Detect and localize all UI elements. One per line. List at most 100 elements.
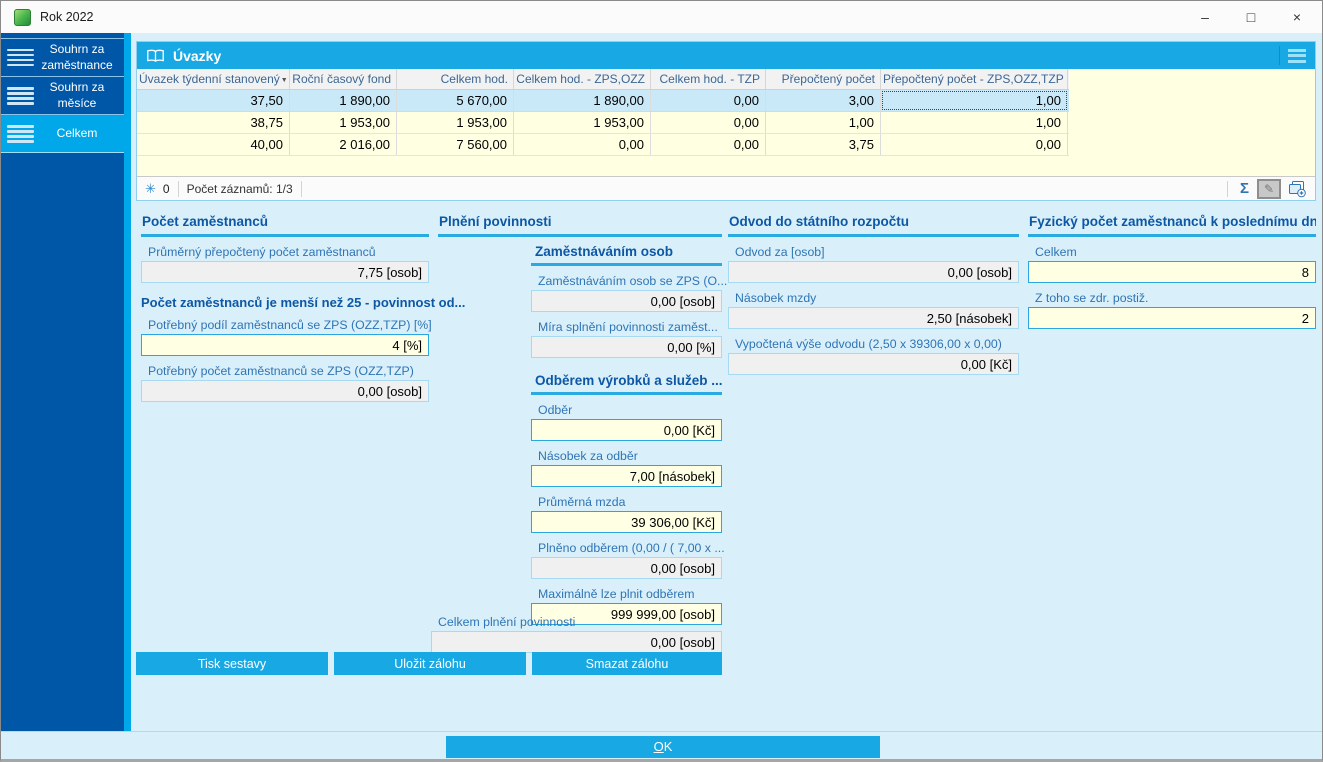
vypoctena-vyse-field: 0,00 [Kč] [728, 353, 1019, 375]
table-cell[interactable]: 1 953,00 [514, 112, 651, 133]
field-label: Plněno odběrem (0,00 / ( 7,00 x ... [538, 541, 725, 555]
smazat-zalohu-button[interactable]: Smazat zálohu [532, 652, 722, 675]
divider [1226, 180, 1228, 197]
celkem-plneni-field: 0,00 [osob] [431, 631, 722, 653]
table-cell[interactable]: 40,00 [137, 134, 290, 155]
table-row[interactable]: 40,00 2 016,00 7 560,00 0,00 0,00 3,75 0… [137, 134, 1069, 156]
pencil-icon: ✎ [1263, 181, 1275, 196]
table-cell[interactable]: 38,75 [137, 112, 290, 133]
table-cell[interactable]: 0,00 [881, 134, 1068, 155]
maximalne-odberem-field[interactable]: 999 999,00 [osob] [531, 603, 722, 625]
nasobek-za-odber-field[interactable]: 7,00 [násobek] [531, 465, 722, 487]
fyzicky-celkem-field[interactable]: 8 [1028, 261, 1316, 283]
field-label: Z toho se zdr. postiž. [1035, 291, 1149, 305]
field-label: Celkem plnění povinnosti [438, 615, 576, 629]
sidebar: Souhrn za zaměstnance Souhrn za měsíce C… [1, 33, 131, 732]
potrebny-pocet-field: 0,00 [osob] [141, 380, 429, 402]
app-icon [14, 8, 31, 26]
mira-splneni-field: 0,00 [%] [531, 336, 722, 358]
plneno-odberem-field: 0,00 [osob] [531, 557, 722, 579]
ok-button[interactable]: OK [446, 736, 880, 758]
column-header[interactable]: Přepočtený počet - ZPS,OZZ,TZP [881, 69, 1068, 89]
panel-title: Úvazky [173, 47, 222, 64]
copy-add-icon[interactable] [1287, 180, 1307, 198]
table-cell[interactable]: 1 890,00 [514, 90, 651, 111]
section-title: Fyzický počet zaměstnanců k poslednímu d… [1028, 213, 1316, 237]
subsection-title: Zaměstnáváním osob [531, 243, 722, 266]
table-cell[interactable]: 3,75 [766, 134, 881, 155]
table-cell[interactable]: 5 670,00 [397, 90, 514, 111]
field-label: Vypočtená výše odvodu (2,50 x 39306,00 x… [735, 337, 1002, 351]
column-header[interactable]: Celkem hod. - TZP [651, 69, 766, 89]
celkem-plneni-group: Celkem plnění povinnosti 0,00 [osob] [431, 607, 722, 653]
titlebar: Rok 2022 – □ × [1, 1, 1322, 33]
column-header[interactable]: Celkem hod. - ZPS,OZZ [514, 69, 651, 89]
tisk-sestavy-button[interactable]: Tisk sestavy [136, 652, 328, 675]
plneni-subcolumn: Zaměstnáváním osob Zaměstnáváním osob se… [531, 243, 727, 625]
section-pocet-zamestnancu: Počet zaměstnanců Průměrný přepočtený po… [141, 213, 466, 402]
table-cell[interactable]: 37,50 [137, 90, 290, 111]
book-icon [146, 49, 165, 63]
table-cell[interactable]: 1 953,00 [397, 112, 514, 133]
zdr-postiz-field[interactable]: 2 [1028, 307, 1316, 329]
field-label: Celkem [1035, 245, 1077, 259]
column-header[interactable]: Roční časový fond [290, 69, 397, 89]
sidebar-item-souhrn-za-zamestnance[interactable]: Souhrn za zaměstnance [1, 38, 124, 78]
table-cell[interactable]: 1 953,00 [290, 112, 397, 133]
field-label: Maximálně lze plnit odběrem [538, 587, 695, 601]
subsection-title: Počet zaměstnanců je menší než 25 - povi… [141, 295, 466, 310]
uvazky-panel-header: Úvazky [137, 42, 1315, 69]
ulozit-zalohu-button[interactable]: Uložit zálohu [334, 652, 526, 675]
maximize-button[interactable]: □ [1246, 9, 1256, 25]
field-label: Potřebný počet zaměstnanců se ZPS (OZZ,T… [148, 364, 414, 378]
odber-field[interactable]: 0,00 [Kč] [531, 419, 722, 441]
hamburger-icon [7, 46, 34, 69]
table-cell[interactable]: 1,00 [766, 112, 881, 133]
divider [300, 180, 302, 197]
sidebar-item-label: Souhrn za zaměstnance [41, 42, 113, 72]
table-cell[interactable]: 0,00 [514, 134, 651, 155]
table-cell[interactable]: 0,00 [651, 90, 766, 111]
flag-count: 0 [162, 181, 170, 196]
edit-pencil-button[interactable]: ✎ [1257, 178, 1281, 199]
section-fyzicky-pocet: Fyzický počet zaměstnanců k poslednímu d… [1028, 213, 1316, 329]
table-cell[interactable]: 1 890,00 [290, 90, 397, 111]
section-plneni-povinnosti: Plnění povinnosti Zaměstnáváním osob Zam… [438, 213, 727, 625]
window-controls: – □ × [1182, 1, 1322, 33]
close-button[interactable]: × [1292, 9, 1302, 25]
sidebar-item-celkem[interactable]: Celkem [1, 115, 124, 154]
field-label: Potřebný podíl zaměstnanců se ZPS (OZZ,T… [148, 318, 432, 332]
table-cell[interactable]: 7 560,00 [397, 134, 514, 155]
table-cell[interactable]: 1,00 [881, 112, 1068, 133]
nasobek-mzdy-field: 2,50 [násobek] [728, 307, 1019, 329]
table-row[interactable]: 38,75 1 953,00 1 953,00 1 953,00 0,00 1,… [137, 112, 1069, 134]
table-cell[interactable]: 0,00 [651, 112, 766, 133]
sidebar-item-souhrn-za-mesice[interactable]: Souhrn za měsíce [1, 77, 124, 116]
potrebny-podil-field[interactable]: 4 [%] [141, 334, 429, 356]
table-row[interactable]: 37,50 1 890,00 5 670,00 1 890,00 0,00 3,… [137, 90, 1069, 112]
field-label: Násobek za odběr [538, 449, 638, 463]
sum-icon[interactable]: Σ [1239, 180, 1249, 197]
table-cell[interactable]: 0,00 [651, 134, 766, 155]
window-title: Rok 2022 [40, 10, 94, 24]
table-statusbar: ✳ 0 Počet záznamů: 1/3 Σ ✎ [137, 176, 1315, 200]
section-odvod: Odvod do státního rozpočtu Odvod za [oso… [728, 213, 1019, 375]
subsection-title: Odběrem výrobků a služeb ... [531, 372, 723, 395]
table-cell[interactable]: 3,00 [766, 90, 881, 111]
field-label: Míra splnění povinnosti zaměst... [538, 320, 718, 334]
table-cell-focused[interactable]: 1,00 [881, 90, 1068, 111]
asterisk-icon: ✳ [145, 180, 156, 196]
table-header: Úvazek týdenní stanovený▼ Roční časový f… [137, 69, 1069, 90]
section-title: Odvod do státního rozpočtu [728, 213, 1019, 237]
column-header[interactable]: Přepočtený počet [766, 69, 881, 89]
column-header[interactable]: Úvazek týdenní stanovený▼ [137, 69, 290, 89]
prumerny-pocet-field: 7,75 [osob] [141, 261, 429, 283]
odvod-za-field: 0,00 [osob] [728, 261, 1019, 283]
column-header[interactable]: Celkem hod. [397, 69, 514, 89]
prumerna-mzda-field[interactable]: 39 306,00 [Kč] [531, 511, 722, 533]
field-label: Násobek mzdy [735, 291, 817, 305]
table-cell[interactable]: 2 016,00 [290, 134, 397, 155]
minimize-button[interactable]: – [1201, 9, 1209, 25]
panel-menu-icon[interactable] [1279, 46, 1306, 65]
